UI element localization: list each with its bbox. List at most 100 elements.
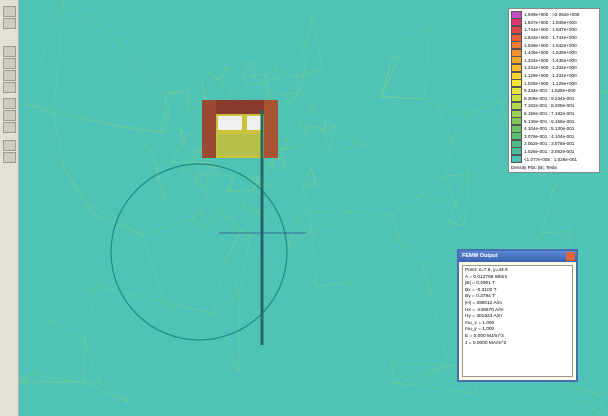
mesh-edge <box>53 113 66 170</box>
mesh-edge <box>181 135 187 138</box>
mesh-edge <box>283 93 290 106</box>
output-window: FEMM Output Point: x=7.6, y=44.9 A = 0.01… <box>457 249 578 382</box>
output-line: Hy = 301923 A/m <box>465 314 502 320</box>
mesh-edge <box>109 32 166 98</box>
mesh-edge <box>279 157 286 162</box>
mesh-edge <box>243 62 254 76</box>
mesh-edge <box>252 209 260 214</box>
mesh-edge <box>302 68 323 79</box>
mesh-edge <box>201 162 214 164</box>
mesh-edge <box>316 282 352 287</box>
mesh-edge <box>240 190 254 192</box>
mesh-edge <box>394 383 411 385</box>
mesh-edge <box>308 211 313 232</box>
mesh-edge <box>95 234 143 287</box>
legend-swatch <box>511 79 522 88</box>
core <box>218 134 262 156</box>
legend-row: 3.078e-001 : 4.104e-001 <box>511 132 597 141</box>
legend-swatch <box>511 10 522 19</box>
mesh-edge <box>312 13 323 69</box>
mesh-edge <box>297 92 312 104</box>
mesh-edge <box>397 240 432 298</box>
tool-button[interactable] <box>3 58 16 69</box>
mesh-edge <box>214 216 231 222</box>
mesh-edge <box>297 121 307 134</box>
legend-label: <1.077e-005 : 1.026e-001 <box>524 156 578 162</box>
mesh-edge <box>195 154 202 163</box>
mesh-edge <box>302 186 310 212</box>
tool-button[interactable] <box>3 140 16 151</box>
mesh-edge <box>49 319 85 341</box>
mesh-edge <box>176 137 182 152</box>
tool-button[interactable] <box>3 152 16 163</box>
mesh-edge <box>293 91 299 100</box>
legend-label: 1.949e+000 : >2.052e+000 <box>524 12 580 18</box>
legend-row: 1.026e-001 : 2.052e-001 <box>511 147 597 156</box>
mesh-edge <box>391 362 395 384</box>
mesh-edge <box>191 154 196 162</box>
mesh-edge <box>448 221 464 227</box>
mesh-edge <box>195 150 203 156</box>
mesh-edge <box>31 319 51 375</box>
mesh-edge <box>193 174 197 183</box>
mesh-edge <box>184 135 187 145</box>
tool-button[interactable] <box>3 18 16 29</box>
mesh-edge <box>261 185 275 188</box>
mesh-edge <box>164 92 168 98</box>
mesh-edge <box>288 231 313 247</box>
tool-button[interactable] <box>3 70 16 81</box>
legend-row: 1.129e+000 : 1.231e+000 <box>511 71 597 80</box>
mesh-edge <box>190 218 208 230</box>
mesh-edge <box>193 181 209 189</box>
mesh-edge <box>296 13 313 77</box>
legend-caption: Density Plot: |B|, Tesla <box>511 164 557 170</box>
mesh-edge <box>451 114 468 140</box>
mesh-edge <box>267 90 269 102</box>
mesh-edge <box>201 212 208 230</box>
mesh-edge <box>540 377 600 414</box>
mesh-edge <box>243 205 253 214</box>
mesh-edge <box>186 96 189 105</box>
legend-row: 1.539e+000 : 1.642e+000 <box>511 41 597 50</box>
legend-swatch <box>511 109 522 118</box>
tool-button[interactable] <box>3 122 16 133</box>
mesh-edge <box>315 110 326 121</box>
mesh-edge <box>463 174 470 226</box>
mesh-edge <box>150 150 158 169</box>
mesh-edge <box>225 258 240 295</box>
tool-button[interactable] <box>3 110 16 121</box>
mesh-edge <box>273 166 284 171</box>
mesh-edge <box>135 129 151 151</box>
legend-label: 4.104e-001 : 5.130e-001 <box>524 126 575 132</box>
mesh-edge <box>398 22 431 57</box>
close-button[interactable] <box>566 252 575 261</box>
legend-swatch <box>511 25 522 34</box>
mesh-edge <box>167 109 170 121</box>
mesh-edge <box>314 179 317 185</box>
tool-button[interactable] <box>3 98 16 109</box>
mesh-edge <box>298 68 323 92</box>
tool-button[interactable] <box>3 6 16 17</box>
mesh-edge <box>216 77 220 80</box>
legend-row: 2.052e-001 : 3.078e-001 <box>511 139 597 148</box>
mesh-edge <box>421 221 449 265</box>
mesh-edge <box>225 230 242 259</box>
mesh-edge <box>349 211 393 216</box>
mesh-edge <box>267 78 278 81</box>
tool-button[interactable] <box>3 82 16 93</box>
tool-button[interactable] <box>3 46 16 57</box>
mesh-edge <box>391 22 431 61</box>
mesh-edge <box>285 137 289 149</box>
mesh-edge <box>19 382 84 384</box>
mesh-edge <box>243 75 247 86</box>
mesh-edge <box>288 246 317 287</box>
mesh-edge <box>212 258 227 313</box>
mesh-edge <box>324 120 326 132</box>
mesh-edge <box>448 203 456 222</box>
mesh-edge <box>206 166 216 174</box>
mesh-edge <box>190 209 201 220</box>
mesh-edge <box>305 126 307 133</box>
mesh-edge <box>305 125 316 128</box>
mesh-edge <box>193 147 203 151</box>
mesh-edge <box>108 123 151 151</box>
